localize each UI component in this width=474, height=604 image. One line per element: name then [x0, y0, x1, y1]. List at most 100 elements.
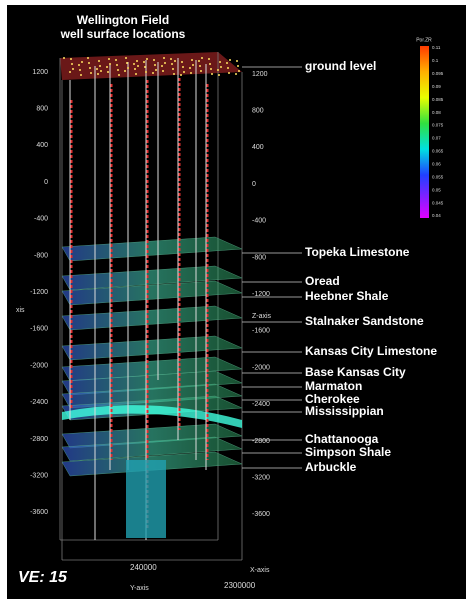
well-head: [135, 73, 137, 75]
well-head: [192, 64, 194, 66]
box-frame: [59, 52, 243, 561]
y-axis-label: Y-axis: [130, 585, 149, 592]
well-head: [170, 58, 172, 60]
well-head: [96, 68, 98, 70]
well-head: [78, 64, 80, 66]
colorbar-label: 0.1: [432, 58, 439, 63]
well-head: [118, 74, 120, 76]
well-head: [72, 68, 74, 70]
left-tick-label: -800: [34, 252, 48, 259]
well-head: [143, 61, 145, 63]
left-tick-label: -3600: [30, 509, 48, 516]
right-tick-label: -800: [252, 254, 266, 261]
colorbar-label: 0.08: [432, 110, 441, 115]
well-head: [125, 57, 127, 59]
colorbar-label: 0.05: [432, 187, 441, 192]
well-head: [201, 57, 203, 59]
x-axis-value: 2300000: [224, 581, 256, 590]
colorbar: [420, 46, 429, 218]
right-axis-label: Z-axis: [252, 313, 272, 320]
well-head: [237, 65, 239, 67]
well-head: [211, 73, 213, 75]
layer-slab: [61, 370, 243, 396]
well-head: [164, 62, 166, 64]
well-head: [116, 64, 118, 66]
left-tick-label: -2800: [30, 436, 48, 443]
well-head: [87, 57, 89, 59]
decorations: [61, 57, 243, 540]
layer-slab: [61, 356, 243, 382]
right-tick-label: -2800: [252, 438, 270, 445]
well-head: [228, 72, 230, 74]
well-head: [145, 71, 147, 73]
colorbar-label: 0.065: [432, 149, 444, 154]
colorbar-label: 0.07: [432, 136, 441, 141]
well-head: [229, 59, 231, 61]
well-head: [146, 58, 148, 60]
well-head: [198, 60, 200, 62]
well-head: [218, 74, 220, 76]
layer-label: Heebner Shale: [305, 289, 389, 303]
well-head: [209, 63, 211, 65]
layer-slab: [61, 423, 243, 449]
left-tick-label: -400: [34, 216, 48, 223]
well-head: [235, 73, 237, 75]
y-axis-value: 240000: [130, 563, 157, 572]
well-head: [136, 60, 138, 62]
well-head: [217, 69, 219, 71]
layer-label: Base Kansas City: [305, 365, 406, 379]
right-tick-label: -3200: [252, 475, 270, 482]
well-head: [174, 60, 176, 62]
well-head: [171, 63, 173, 65]
mississippian-band: [62, 405, 242, 428]
layer-label: Kansas City Limestone: [305, 344, 437, 358]
well-head: [137, 65, 139, 67]
well-head: [81, 61, 83, 63]
well-head: [189, 67, 191, 69]
well-head: [99, 65, 101, 67]
well-head: [163, 57, 165, 59]
well-head: [155, 69, 157, 71]
well-head: [133, 63, 135, 65]
well-head: [69, 71, 71, 73]
left-tick-label: -2000: [30, 362, 48, 369]
left-tick-label: 800: [36, 106, 48, 113]
right-tick-label: 0: [252, 181, 256, 188]
colorbar-label: 0.075: [432, 123, 444, 128]
well-head: [90, 72, 92, 74]
well-head: [172, 68, 174, 70]
left-tick-label: 400: [36, 142, 48, 149]
well-head: [181, 61, 183, 63]
title: Wellington Field: [77, 13, 169, 27]
well-head: [107, 71, 109, 73]
colorbar-label: 0.09: [432, 84, 441, 89]
well-head: [180, 74, 182, 76]
well-head: [97, 73, 99, 75]
layer-label: Mississippian: [305, 404, 384, 418]
layer-label: Arbuckle: [305, 460, 357, 474]
layer-slab: [61, 236, 243, 262]
x-axis-label: X-axis: [250, 567, 270, 574]
right-tick-label: -2000: [252, 364, 270, 371]
well-head: [89, 67, 91, 69]
well-head: [152, 72, 154, 74]
well-head: [100, 70, 102, 72]
layer-slab: [61, 383, 243, 409]
well-head: [191, 59, 193, 61]
well-head: [226, 62, 228, 64]
well-head: [134, 68, 136, 70]
layer-label: Cherokee: [305, 392, 360, 406]
well-head: [109, 63, 111, 65]
left-tick-label: -2400: [30, 399, 48, 406]
well-head: [219, 61, 221, 63]
well-head: [63, 57, 65, 59]
well-head: [162, 70, 164, 72]
well-head: [79, 69, 81, 71]
left-tick-label: -1600: [30, 326, 48, 333]
well-head: [126, 62, 128, 64]
layer-label: Simpson Shale: [305, 445, 391, 459]
basement-block: [126, 460, 166, 538]
left-tick-label: -3200: [30, 473, 48, 480]
well-head: [208, 58, 210, 60]
